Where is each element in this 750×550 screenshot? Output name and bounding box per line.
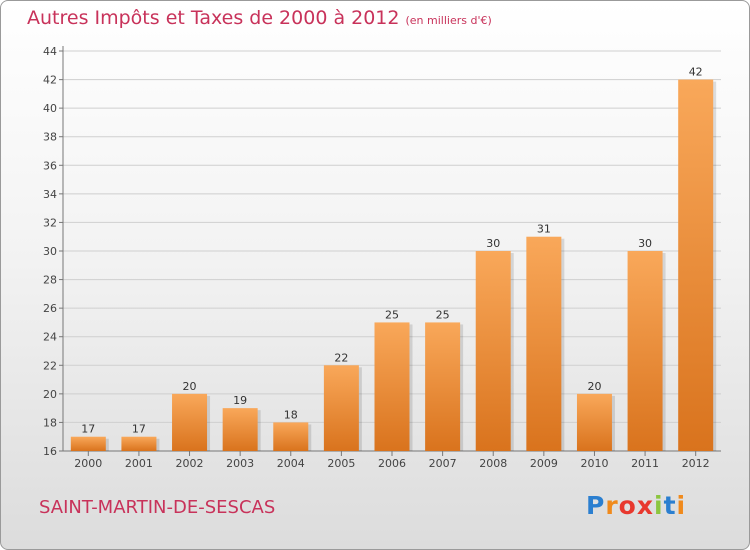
y-tick-label: 24 <box>43 331 57 344</box>
value-label: 18 <box>284 408 298 421</box>
bar <box>526 236 562 451</box>
x-tick-label: 2005 <box>327 457 355 470</box>
value-label: 19 <box>233 394 247 407</box>
x-tick-label: 2011 <box>631 457 659 470</box>
x-tick-label: 2006 <box>378 457 406 470</box>
bar <box>627 251 663 451</box>
value-label: 22 <box>334 351 348 364</box>
logo-letter: o <box>618 491 637 520</box>
y-tick-label: 40 <box>43 102 57 115</box>
x-tick-label: 2007 <box>429 457 457 470</box>
y-tick-label: 26 <box>43 302 57 315</box>
logo-letter: r <box>605 491 619 520</box>
logo-letter: x <box>636 491 654 520</box>
value-label: 20 <box>183 380 197 393</box>
bars <box>70 79 717 452</box>
value-label: 20 <box>587 380 601 393</box>
x-tick-label: 2004 <box>277 457 305 470</box>
chart-title-text: Autres Impôts et Taxes de 2000 à 2012 <box>27 7 400 29</box>
logo-letter: P <box>586 491 606 520</box>
x-tick-label: 2000 <box>74 457 102 470</box>
bar <box>425 322 461 451</box>
value-label: 17 <box>81 423 95 436</box>
logo-letter: i <box>676 491 687 520</box>
y-tick-label: 22 <box>43 359 57 372</box>
x-tick-label: 2001 <box>125 457 153 470</box>
logo-letter: t <box>663 491 677 520</box>
y-tick-label: 20 <box>43 388 57 401</box>
y-tick-label: 44 <box>43 45 57 58</box>
bar <box>475 251 511 451</box>
y-tick-label: 36 <box>43 159 57 172</box>
y-tick-label: 16 <box>43 445 57 458</box>
value-label: 30 <box>486 237 500 250</box>
bar <box>576 393 612 451</box>
value-label: 25 <box>436 308 450 321</box>
bar <box>323 365 359 451</box>
value-label: 42 <box>689 66 703 79</box>
bar <box>273 422 309 451</box>
bar <box>121 436 157 451</box>
proxiti-logo: Proxiti <box>586 491 686 520</box>
bar <box>678 79 714 452</box>
x-tick-label: 2002 <box>176 457 204 470</box>
value-label: 25 <box>385 308 399 321</box>
y-tick-label: 18 <box>43 416 57 429</box>
y-tick-label: 38 <box>43 131 57 144</box>
chart-title: Autres Impôts et Taxes de 2000 à 2012 (en… <box>27 7 492 29</box>
x-tick-label: 2003 <box>226 457 254 470</box>
value-label: 30 <box>638 237 652 250</box>
bar <box>172 393 208 451</box>
y-tick-label: 34 <box>43 188 57 201</box>
y-tick-label: 32 <box>43 216 57 229</box>
x-tick-label: 2010 <box>580 457 608 470</box>
logo-letter: i <box>654 491 664 520</box>
bar <box>222 408 258 451</box>
chart-subtitle: (en milliers d'€) <box>405 14 492 27</box>
x-tick-label: 2012 <box>682 457 710 470</box>
commune-name: SAINT-MARTIN-DE-SESCAS <box>39 497 276 518</box>
y-tick-label: 30 <box>43 245 57 258</box>
value-label: 17 <box>132 423 146 436</box>
y-tick-label: 42 <box>43 74 57 87</box>
y-tick-label: 28 <box>43 274 57 287</box>
bar <box>70 436 106 451</box>
x-tick-label: 2009 <box>530 457 558 470</box>
bar <box>374 322 410 451</box>
x-tick-label: 2008 <box>479 457 507 470</box>
labels: 16 18 20 22 24 26 28 30 32 34 36 38 40 42 44 17 2000 17 20… <box>43 45 710 470</box>
value-label: 31 <box>537 223 551 236</box>
